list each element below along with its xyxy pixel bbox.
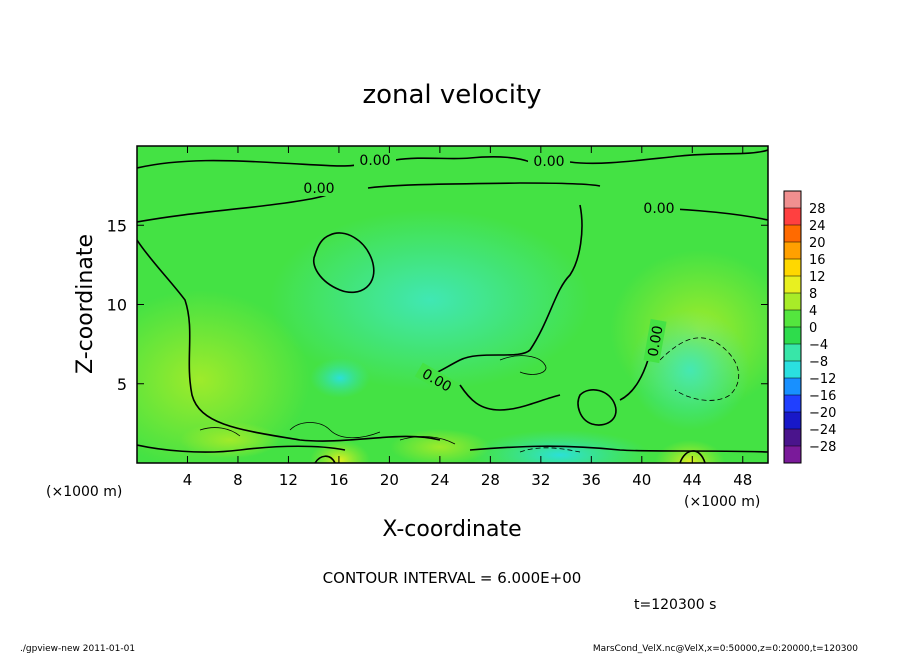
time-text: t=120300 s xyxy=(634,597,716,613)
colorbar-label: −20 xyxy=(809,406,836,421)
colorbar-segment xyxy=(784,395,801,413)
y-tick-label: 15 xyxy=(107,216,127,235)
colorbar-label: −16 xyxy=(809,389,836,404)
colorbar-label: 20 xyxy=(809,236,826,251)
colorbar-segment xyxy=(784,276,801,294)
colorbar-label: −28 xyxy=(809,440,836,455)
colorbar-label: 12 xyxy=(809,270,826,285)
colorbar-segment xyxy=(784,446,801,464)
contour-lines-thin xyxy=(199,337,739,453)
x-tick-label: 32 xyxy=(531,471,550,489)
colorbar-label: 16 xyxy=(809,253,826,268)
colorbar-segment xyxy=(784,225,801,243)
x-tick-label: 4 xyxy=(183,471,193,489)
colorbar-segment xyxy=(784,344,801,362)
colorbar-segment xyxy=(784,259,801,277)
colorbar-segment xyxy=(784,361,801,379)
colorbar-segment xyxy=(784,242,801,260)
x-tick-label: 12 xyxy=(279,471,298,489)
x-unit-right: (×1000 m) xyxy=(684,494,760,510)
colorbar-label: 8 xyxy=(809,287,817,302)
colorbar-segment xyxy=(784,191,801,209)
colorbar-label: 4 xyxy=(809,304,817,319)
contour-label: 0.00 xyxy=(533,154,564,170)
x-tick-label: 24 xyxy=(430,471,449,489)
colorbar-label: −24 xyxy=(809,423,836,438)
x-tick-label: 28 xyxy=(481,471,500,489)
x-axis: 4 8 12 16 20 24 28 32 36 40 44 48 xyxy=(183,146,752,489)
colorbar-label: −4 xyxy=(809,338,828,353)
x-tick-label: 40 xyxy=(632,471,651,489)
contour-label: 0.00 xyxy=(643,201,674,217)
contour-label: 0.00 xyxy=(645,324,666,357)
contour-interval-text: CONTOUR INTERVAL = 6.000E+00 xyxy=(323,569,582,587)
colorbar: 28 24 20 16 12 8 4 0 −4 −8 −12 −16 −20 −24 −28 xyxy=(783,190,836,464)
x-tick-label: 48 xyxy=(733,471,752,489)
colorbar-segment xyxy=(784,412,801,430)
x-unit-left: (×1000 m) xyxy=(46,484,122,500)
colorbar-segment xyxy=(784,293,801,311)
contour-label: 0.00 xyxy=(303,181,334,197)
colorbar-segment xyxy=(784,429,801,447)
colorbar-segment xyxy=(784,378,801,396)
y-tick-label: 10 xyxy=(107,296,127,315)
y-tick-label: 5 xyxy=(117,375,127,394)
footer-left: ./gpview-new 2011-01-01 xyxy=(20,644,135,654)
x-tick-label: 8 xyxy=(233,471,243,489)
y-axis: 5 10 15 xyxy=(107,216,768,394)
colorbar-label: 28 xyxy=(809,202,826,217)
x-tick-label: 44 xyxy=(683,471,702,489)
x-tick-label: 16 xyxy=(329,471,348,489)
colorbar-label: 0 xyxy=(809,321,817,336)
x-tick-label: 20 xyxy=(380,471,399,489)
colorbar-label: −8 xyxy=(809,355,828,370)
contour-label: 0.00 xyxy=(359,153,390,169)
y-axis-title: Z-coordinate xyxy=(73,234,98,374)
colorbar-segment xyxy=(784,208,801,226)
colorbar-segment xyxy=(784,310,801,328)
contour-label-group: 0.00 0.00 0.00 0.00 0.00 0.00 xyxy=(298,152,680,398)
chart-title: zonal velocity xyxy=(362,80,541,110)
heatmap-field xyxy=(137,146,768,463)
colorbar-segment xyxy=(784,327,801,345)
colorbar-label: −12 xyxy=(809,372,836,387)
x-tick-label: 36 xyxy=(582,471,601,489)
footer-right: MarsCond_VelX.nc@VelX,x=0:50000,z=0:2000… xyxy=(593,644,858,654)
colorbar-label: 24 xyxy=(809,219,826,234)
x-axis-title: X-coordinate xyxy=(382,517,521,542)
